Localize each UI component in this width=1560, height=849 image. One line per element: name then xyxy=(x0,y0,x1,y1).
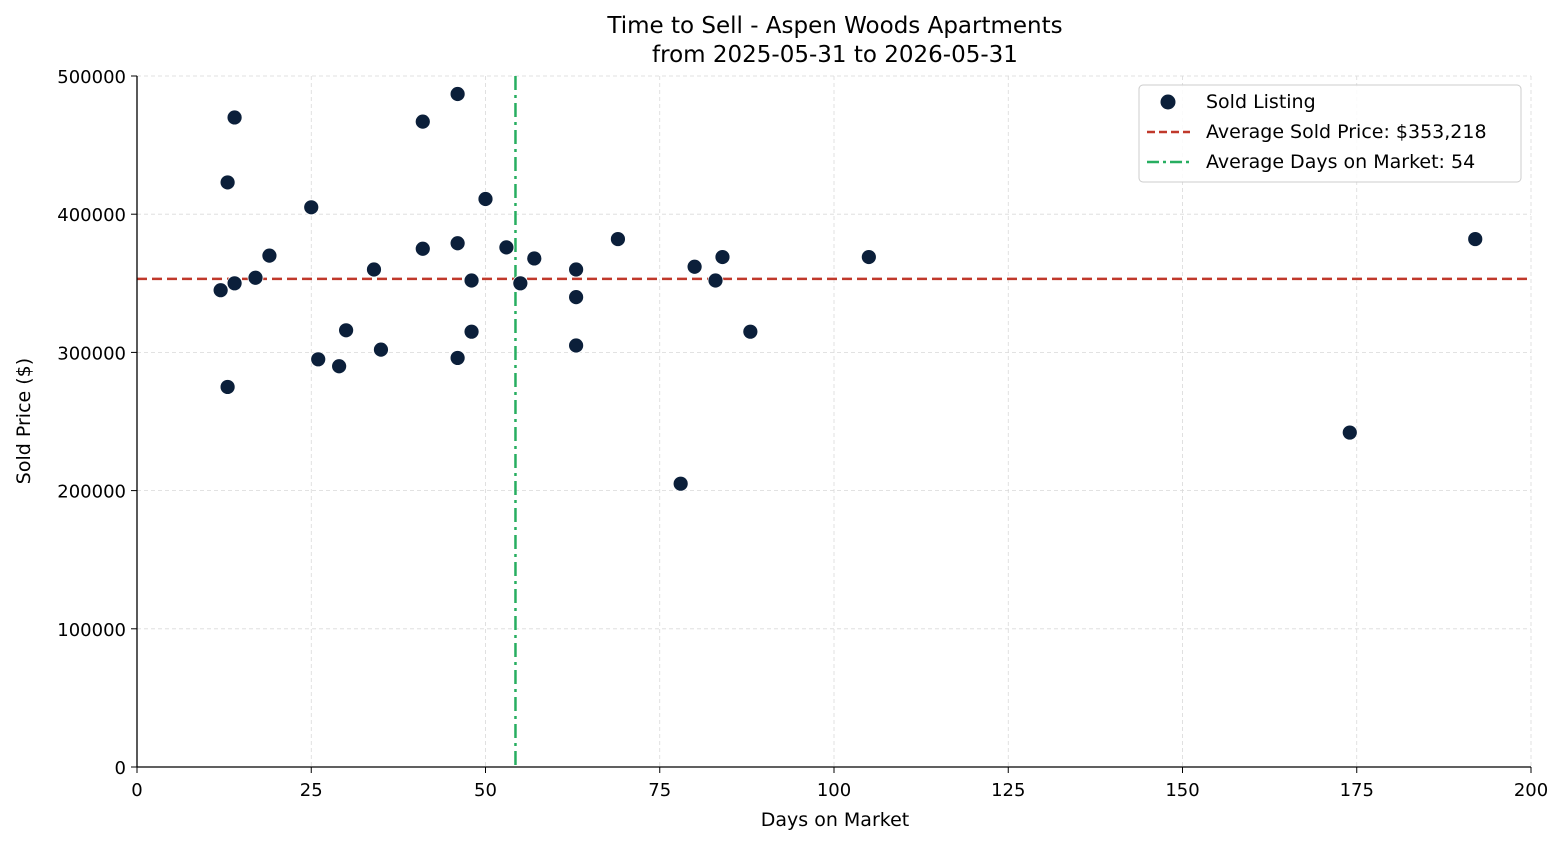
legend-label-average-price: Average Sold Price: $353,218 xyxy=(1206,121,1487,143)
data-point xyxy=(449,350,466,366)
grid xyxy=(136,75,1532,768)
data-point xyxy=(414,113,431,130)
data-point xyxy=(568,337,585,354)
data-point xyxy=(714,249,731,265)
data-point xyxy=(212,282,229,299)
legend-marker-sold-listing xyxy=(1160,94,1176,110)
data-point xyxy=(568,289,585,306)
data-point xyxy=(860,249,877,265)
chart-title: Time to Sell - Aspen Woods Apartments xyxy=(606,13,1062,39)
data-point xyxy=(219,174,236,191)
x-axis-label: Days on Market xyxy=(761,809,909,831)
x-tick-label: 200 xyxy=(1514,780,1548,801)
x-tick-label: 50 xyxy=(474,780,497,801)
x-tick-label: 150 xyxy=(1165,780,1199,801)
data-point xyxy=(1467,231,1484,247)
data-point xyxy=(742,323,759,340)
data-point xyxy=(526,250,543,267)
x-tick-label: 25 xyxy=(300,780,323,801)
y-axis-label: Sold Price ($) xyxy=(13,358,35,484)
y-tick-label: 400000 xyxy=(57,205,126,226)
y-tick-label: 0 xyxy=(115,758,126,779)
data-point xyxy=(498,239,515,256)
x-tick-label: 125 xyxy=(991,780,1025,801)
data-point xyxy=(610,231,626,247)
data-point xyxy=(477,191,494,207)
y-tick-label: 200000 xyxy=(57,482,126,503)
data-point xyxy=(226,275,243,292)
data-point xyxy=(449,235,466,252)
data-point xyxy=(568,261,585,278)
chart-subtitle: from 2025-05-31 to 2026-05-31 xyxy=(652,42,1018,68)
data-points xyxy=(212,86,1484,492)
data-point xyxy=(338,322,355,339)
y-tick-label: 300000 xyxy=(57,343,126,364)
data-point xyxy=(331,358,348,375)
data-point xyxy=(707,272,724,289)
x-tick-label: 75 xyxy=(648,780,671,801)
tick-labels: 0 25 50 75 100 125 150 175 200 0 100000 200000 30000… xyxy=(57,67,1548,801)
data-point xyxy=(261,247,278,264)
data-point xyxy=(310,351,327,368)
data-point xyxy=(219,379,236,395)
data-point xyxy=(512,275,529,292)
data-point xyxy=(373,341,389,358)
data-point xyxy=(366,261,382,278)
data-point xyxy=(414,240,431,257)
y-tick-label: 500000 xyxy=(57,67,126,88)
x-tick-label: 100 xyxy=(817,780,851,801)
data-point xyxy=(1341,424,1358,441)
reference-lines xyxy=(137,76,1531,767)
axes xyxy=(131,75,1532,773)
data-point xyxy=(672,475,689,492)
x-tick-label: 0 xyxy=(131,780,142,801)
legend-label-sold-listing: Sold Listing xyxy=(1206,91,1316,113)
data-point xyxy=(463,323,480,340)
legend-box xyxy=(1138,84,1522,183)
data-point xyxy=(303,199,320,216)
data-point xyxy=(226,109,243,126)
data-point xyxy=(449,86,466,102)
y-tick-label: 100000 xyxy=(57,620,126,641)
legend: Sold Listing Average Sold Price: $353,21… xyxy=(1138,84,1522,183)
data-point xyxy=(463,272,480,289)
data-point xyxy=(247,269,264,286)
legend-label-average-days: Average Days on Market: 54 xyxy=(1206,151,1475,173)
x-tick-label: 175 xyxy=(1340,780,1374,801)
data-point xyxy=(686,258,703,275)
